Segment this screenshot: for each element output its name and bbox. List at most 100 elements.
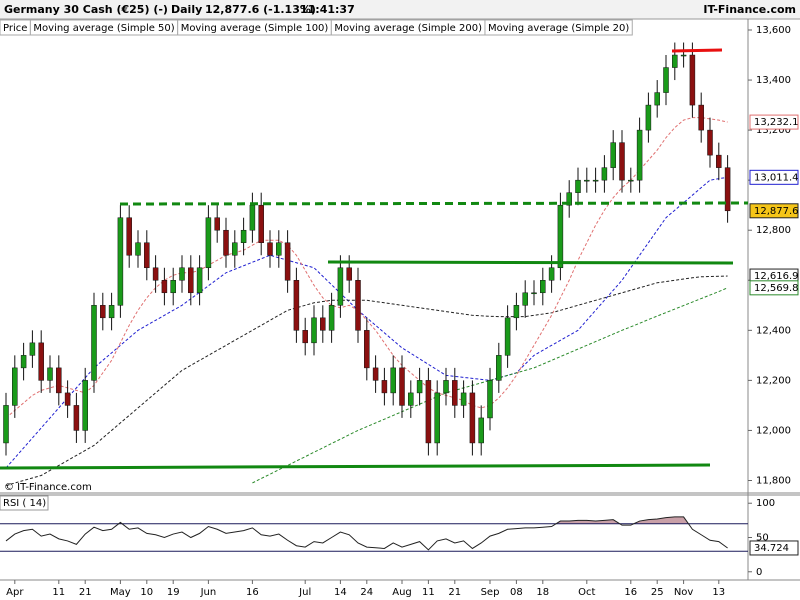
candle-body [355,280,361,331]
legend-label: Moving average (Simple 100) [181,23,329,34]
candle-body [82,380,88,431]
y-tick-label: 12,200 [756,375,791,386]
last-value-label: 12,616.9 [754,271,799,282]
rsi-line [5,516,728,551]
candle-body [531,292,537,295]
candle-body [258,204,264,243]
candle-body [724,167,731,212]
trend-line [671,48,723,53]
candle-body [223,229,229,256]
candle-body [452,380,458,406]
x-tick-label: 19 [167,587,180,598]
candle-body [240,229,247,243]
x-tick-label: Jun [200,587,217,598]
candle-body [672,54,678,68]
legend-label: Moving average (Simple 50) [33,23,174,34]
candle-body [311,317,317,344]
rsi-title: RSI ( 14) [3,498,46,509]
candle-body [346,267,352,281]
candle-body [592,179,599,182]
candle-body [716,154,722,168]
candle-body [328,305,335,331]
x-tick-label: Jul [298,587,311,598]
candle-body [469,392,476,444]
candle-body [205,217,212,269]
x-tick-label: Oct [578,587,595,598]
x-tick-label: 16 [624,587,637,598]
candle-body [707,129,713,156]
x-tick-label: May [110,587,131,598]
trend-line [327,260,734,265]
header-brand: IT-Finance.com [703,3,796,16]
last-value-box [749,280,799,296]
x-tick-label: 16 [246,587,259,598]
candle-body [337,267,344,306]
x-tick-label: 25 [651,587,664,598]
candle-body [689,54,696,106]
candle-body [126,217,132,256]
x-tick-label: 21 [448,587,461,598]
candle-body [267,242,273,256]
candle-body [372,367,379,381]
candle-body [232,242,238,256]
candle-body [179,267,185,281]
candle-body [619,142,625,181]
last-value-box [749,203,799,219]
legend-label: Price [3,23,27,34]
x-tick-label: Apr [6,587,24,598]
y-tick-label: 12,000 [756,425,791,436]
header-period: Daily [171,3,202,16]
legend-label: Moving average (Simple 20) [488,23,629,34]
last-value-label: 34.724 [754,543,789,554]
y-tick-label: 13,200 [756,125,791,136]
candle-body [214,217,220,231]
last-value-box [749,114,799,130]
candle-body [408,392,414,406]
last-value-label: 12,569.8 [754,283,799,294]
legend-label: Moving average (Simple 200) [334,23,482,34]
candle-body [170,280,176,294]
candle-body [3,405,9,444]
candle-body [196,267,203,294]
candle-body [654,92,660,106]
candle-body [601,167,608,181]
x-tick-label: Sep [481,587,500,598]
candle-body [575,179,581,193]
trend-line [119,201,748,206]
candle-body [434,392,440,444]
candle-body [188,267,194,294]
x-tick-label: 14 [334,587,347,598]
candle-body [56,367,62,394]
y-tick-label: 13,400 [756,75,791,86]
candle-body [698,104,704,131]
y-tick-label: 12,400 [756,325,791,336]
candle-body [302,330,308,344]
candle-body [100,305,106,319]
x-tick-label: 13 [712,587,725,598]
watermark: © IT-Finance.com [4,482,92,493]
candle-body [117,217,124,306]
candle-body [390,367,396,394]
candle-body [645,104,652,131]
candle-body [584,179,590,182]
candle-body [364,330,370,369]
header-time: 11:41:37 [300,3,355,16]
x-tick-label: Aug [392,587,412,598]
y-tick-label: 11,800 [756,475,791,486]
candle-body [144,242,150,269]
rsi-panel [0,516,748,552]
trend-lines [0,48,748,470]
candle-body [540,280,546,294]
candle-body [320,317,326,331]
last-value-label: 13,232.1 [754,117,799,128]
y-tick-label: 13,600 [756,25,791,36]
candle-body [20,355,27,369]
candle-body [399,367,405,406]
candle-body [29,342,36,356]
candle-body [443,380,449,394]
y-tick-label: 0 [756,567,762,578]
candle-body [416,380,423,394]
overbought-fill [6,516,728,524]
